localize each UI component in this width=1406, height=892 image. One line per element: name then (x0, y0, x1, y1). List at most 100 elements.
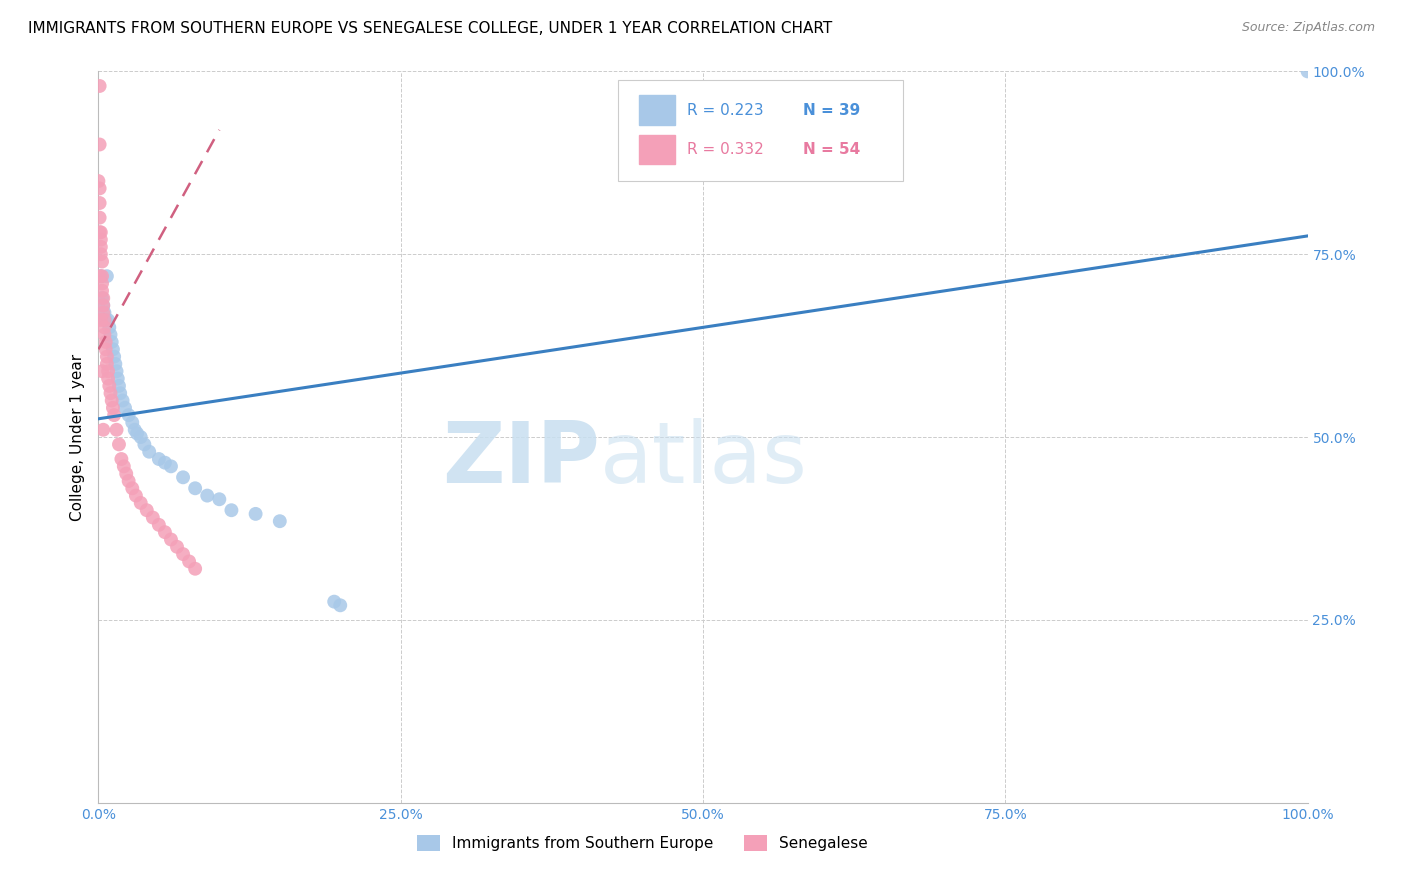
Point (93, 306, 115, 320)
Point (90, 225, 112, 239)
Point (89, 78, 111, 93)
Point (98, 379, 121, 393)
Text: atlas: atlas (600, 417, 808, 500)
Point (329, 599, 352, 613)
Point (108, 386, 131, 401)
Text: R = 0.332: R = 0.332 (688, 142, 763, 157)
Text: R = 0.223: R = 0.223 (688, 103, 763, 118)
Point (91, 298, 114, 312)
Point (91, 364, 114, 378)
Text: N = 39: N = 39 (803, 103, 860, 118)
Point (129, 496, 152, 510)
Point (98, 320, 121, 334)
Point (89, 225, 111, 239)
Point (90, 269, 112, 284)
Point (100, 334, 122, 349)
Y-axis label: College, Under 1 year: College, Under 1 year (70, 353, 86, 521)
Point (96, 269, 118, 284)
Point (93, 327, 115, 342)
Point (172, 470, 194, 484)
Point (94, 343, 117, 357)
Point (121, 481, 143, 495)
Point (184, 481, 207, 495)
Point (94, 313, 117, 327)
Point (104, 357, 127, 371)
Point (108, 379, 131, 393)
Point (91, 254, 114, 268)
Point (87, 174, 110, 188)
Text: Source: ZipAtlas.com: Source: ZipAtlas.com (1241, 21, 1375, 34)
Point (179, 554, 201, 568)
Point (115, 467, 138, 481)
Bar (638, 135, 675, 164)
Point (111, 393, 134, 408)
Point (97, 364, 120, 378)
Point (91, 306, 114, 320)
Point (127, 426, 149, 441)
Point (138, 444, 160, 458)
Point (195, 489, 218, 503)
Point (107, 371, 129, 385)
Point (153, 456, 176, 470)
Point (89, 181, 111, 195)
Point (125, 489, 148, 503)
Point (124, 423, 146, 437)
Point (134, 437, 156, 451)
Point (91, 291, 114, 305)
Point (108, 437, 131, 451)
Point (103, 350, 125, 364)
Point (114, 401, 136, 415)
Point (89, 211, 111, 225)
Point (269, 514, 291, 528)
Point (105, 364, 128, 378)
Point (101, 343, 124, 357)
Point (112, 459, 135, 474)
Point (91, 269, 114, 284)
Point (118, 474, 141, 488)
Point (89, 137, 111, 152)
Point (184, 562, 207, 576)
Point (142, 510, 165, 524)
Point (91, 423, 114, 437)
Point (166, 540, 188, 554)
Point (121, 416, 143, 430)
Point (93, 313, 115, 327)
Point (97, 313, 120, 327)
Point (89, 269, 111, 284)
Point (245, 507, 267, 521)
Point (118, 408, 141, 422)
Point (90, 247, 112, 261)
Legend: Immigrants from Southern Europe, Senegalese: Immigrants from Southern Europe, Senegal… (411, 830, 875, 857)
Point (160, 459, 183, 474)
Point (148, 452, 170, 467)
Point (135, 503, 157, 517)
Point (90, 313, 112, 327)
Point (91, 291, 114, 305)
Point (93, 320, 115, 334)
Point (97, 371, 120, 385)
Point (148, 517, 170, 532)
Point (91, 277, 114, 291)
Point (103, 408, 125, 422)
Point (90, 240, 112, 254)
Point (153, 525, 176, 540)
Point (100, 386, 122, 401)
Point (89, 196, 111, 211)
Point (96, 350, 118, 364)
Point (110, 452, 132, 467)
Point (101, 401, 124, 415)
Point (94, 334, 117, 349)
Point (105, 423, 128, 437)
Point (96, 357, 118, 371)
Text: ZIP: ZIP (443, 417, 600, 500)
Point (208, 492, 231, 507)
Point (129, 430, 152, 444)
Point (91, 284, 114, 298)
Text: N = 54: N = 54 (803, 142, 860, 157)
Point (172, 547, 194, 561)
Point (160, 533, 183, 547)
Point (221, 503, 243, 517)
FancyBboxPatch shape (619, 80, 903, 181)
Bar (638, 95, 675, 125)
Point (323, 594, 346, 608)
